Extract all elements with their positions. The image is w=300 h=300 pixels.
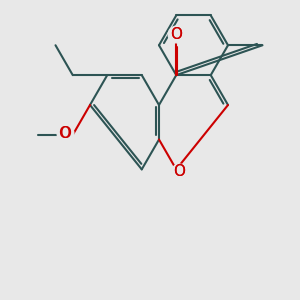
Text: O: O: [170, 26, 182, 41]
Text: O: O: [58, 126, 70, 141]
Text: O: O: [59, 126, 71, 141]
Text: O: O: [173, 164, 185, 179]
Text: O: O: [170, 26, 182, 41]
Text: O: O: [173, 164, 185, 179]
